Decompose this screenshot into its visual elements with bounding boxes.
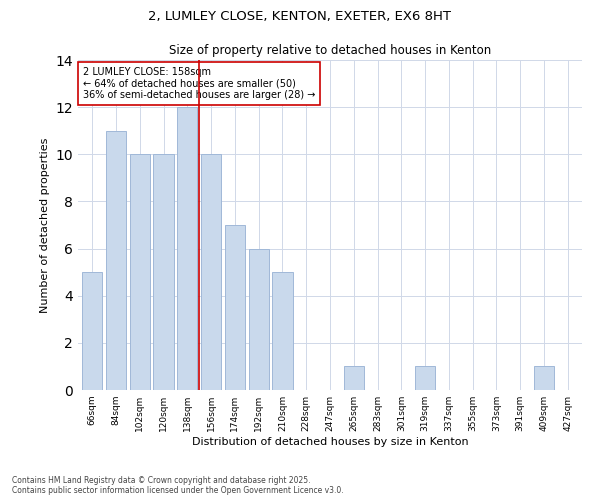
Bar xyxy=(177,107,197,390)
Bar xyxy=(225,225,245,390)
Bar xyxy=(248,248,269,390)
Bar xyxy=(415,366,435,390)
Bar xyxy=(534,366,554,390)
Bar xyxy=(272,272,293,390)
Text: 2, LUMLEY CLOSE, KENTON, EXETER, EX6 8HT: 2, LUMLEY CLOSE, KENTON, EXETER, EX6 8HT xyxy=(149,10,452,23)
Y-axis label: Number of detached properties: Number of detached properties xyxy=(40,138,50,312)
Title: Size of property relative to detached houses in Kenton: Size of property relative to detached ho… xyxy=(169,44,491,58)
Bar xyxy=(344,366,364,390)
Bar xyxy=(154,154,173,390)
Bar xyxy=(201,154,221,390)
Bar xyxy=(82,272,103,390)
Text: 2 LUMLEY CLOSE: 158sqm
← 64% of detached houses are smaller (50)
36% of semi-det: 2 LUMLEY CLOSE: 158sqm ← 64% of detached… xyxy=(83,66,316,100)
Text: Contains HM Land Registry data © Crown copyright and database right 2025.
Contai: Contains HM Land Registry data © Crown c… xyxy=(12,476,344,495)
Bar xyxy=(106,130,126,390)
X-axis label: Distribution of detached houses by size in Kenton: Distribution of detached houses by size … xyxy=(191,437,469,447)
Bar xyxy=(130,154,150,390)
